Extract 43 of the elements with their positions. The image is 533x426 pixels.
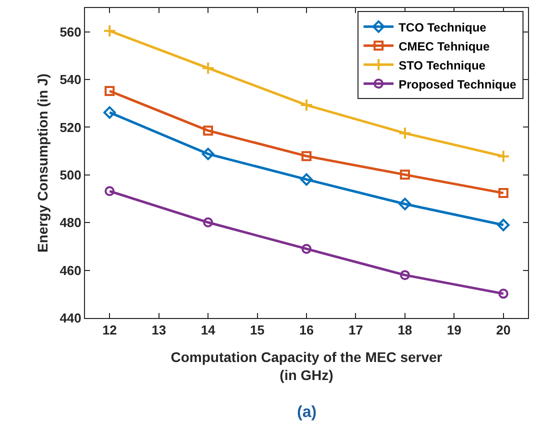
y-axis-title: Energy Consumption (in J) — [34, 74, 50, 252]
point — [302, 244, 312, 254]
legend-label: Proposed Technique — [398, 77, 517, 92]
y-tick-label: 560 — [60, 24, 82, 40]
point — [398, 126, 412, 140]
point — [400, 170, 410, 180]
point — [104, 86, 115, 96]
point — [302, 151, 312, 162]
x-tick-label: 19 — [446, 322, 462, 338]
point — [300, 98, 314, 112]
x-axis-title: Computation Capacity of the MEC server (in GHz) — [170, 348, 443, 384]
y-tick-label: 540 — [60, 72, 82, 88]
y-tick-label: 500 — [60, 167, 82, 182]
y-tick-label: 520 — [60, 120, 82, 135]
x-tick-label: 15 — [250, 322, 265, 338]
x-tick-label: 17 — [348, 322, 363, 338]
text: (a) — [297, 404, 317, 421]
point — [398, 198, 412, 210]
point — [202, 148, 214, 160]
point — [103, 24, 116, 38]
x-tick-label: 16 — [299, 322, 314, 338]
point — [203, 126, 214, 136]
x-tick-label: 12 — [102, 322, 117, 338]
point — [103, 106, 116, 119]
point — [498, 288, 508, 299]
point — [300, 173, 313, 186]
point — [104, 186, 115, 196]
x-tick-label: 20 — [496, 322, 511, 338]
legend-label: STO Technique — [398, 58, 486, 72]
point — [498, 188, 508, 198]
y-tick-label: 460 — [60, 262, 82, 278]
x-tick-label: 13 — [152, 322, 166, 338]
y-tick-label: 440 — [60, 310, 82, 326]
point — [201, 61, 215, 75]
legend-label: CMEC Tehnique — [398, 39, 490, 54]
point — [203, 217, 214, 228]
point — [497, 218, 510, 232]
point — [496, 150, 510, 163]
y-tick-label: 480 — [60, 215, 82, 230]
x-tick-label: 14 — [200, 322, 216, 338]
point — [400, 270, 410, 280]
x-tick-label: 18 — [398, 322, 412, 338]
legend-label: TCO Technique — [398, 20, 487, 34]
